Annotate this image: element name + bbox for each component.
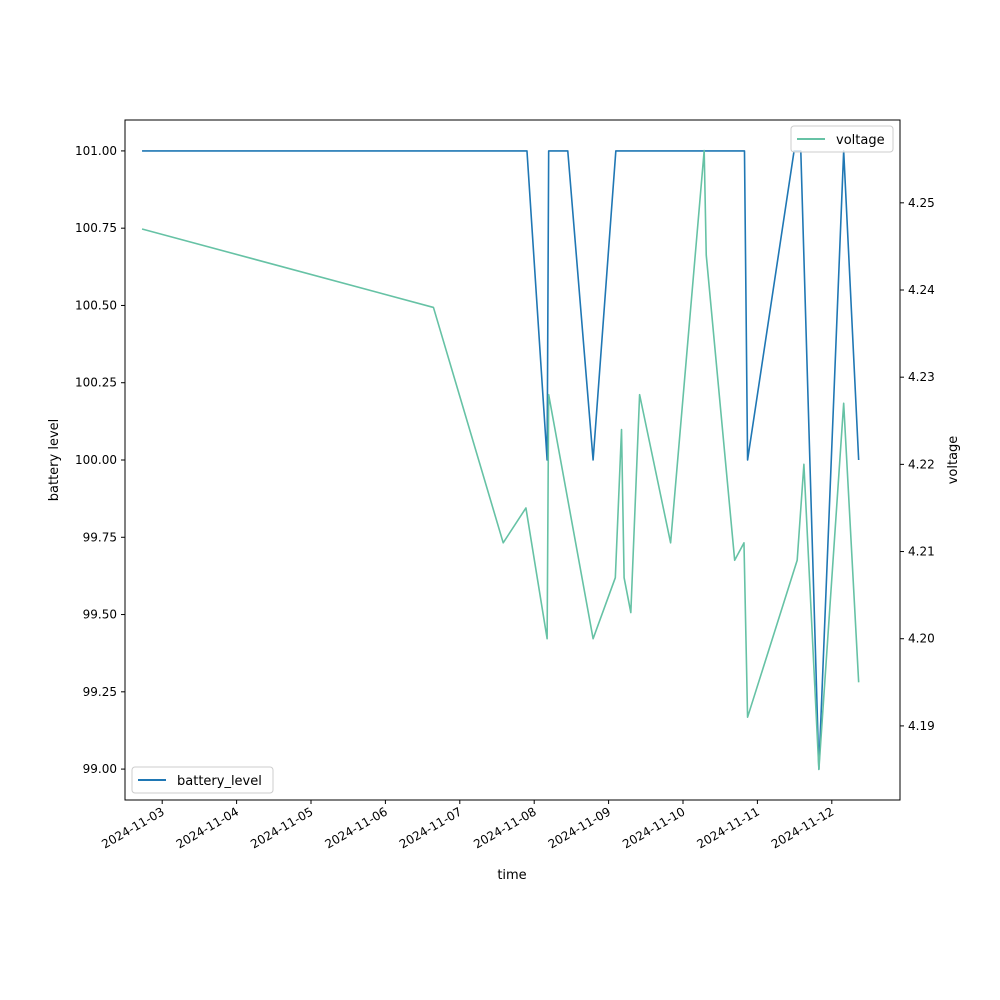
legend-battery-level: battery_level xyxy=(131,766,274,794)
y-left-tick-label: 100.25 xyxy=(75,376,117,390)
x-tick-label: 2024-11-08 xyxy=(471,804,538,851)
plot-background xyxy=(125,120,900,800)
y-left-tick-label: 99.25 xyxy=(83,685,117,699)
x-tick-label: 2024-11-03 xyxy=(99,804,166,851)
y-left-tick-label: 100.00 xyxy=(75,453,117,467)
y-right-tick-label: 4.25 xyxy=(908,196,935,210)
y-left-tick-label: 99.00 xyxy=(83,762,117,776)
y-right-tick-label: 4.23 xyxy=(908,370,935,384)
y-left-tick-label: 100.75 xyxy=(75,221,117,235)
x-tick-label: 2024-11-07 xyxy=(397,804,464,851)
series-line-battery-level xyxy=(142,150,860,770)
legend-battery-level-label: battery_level xyxy=(177,774,262,789)
series-line-voltage xyxy=(141,149,860,771)
x-tick-label: 2024-11-09 xyxy=(546,804,613,851)
legend-voltage-frame xyxy=(790,125,894,153)
x-tick-label: 2024-11-10 xyxy=(620,804,687,851)
y-left-tick-label: 99.75 xyxy=(83,530,117,544)
y-right-tick-label: 4.19 xyxy=(908,719,935,733)
y-right-tick-label: 4.24 xyxy=(908,283,935,297)
legend-voltage-label: voltage xyxy=(836,133,885,148)
y-axis-left-label: battery level xyxy=(47,419,62,502)
y-left-tick-label: 101.00 xyxy=(75,144,117,158)
y-right-tick-label: 4.21 xyxy=(908,545,935,559)
x-axis: 2024-11-03 2024-11-04 2024-11-05 2024-11-06… xyxy=(99,800,836,851)
y-left-tick-label: 99.50 xyxy=(83,608,117,622)
y-axis-right-label: voltage xyxy=(946,436,961,485)
legend-voltage: voltage xyxy=(790,125,894,153)
y-right-tick-label: 4.22 xyxy=(908,457,935,471)
x-axis-label: time xyxy=(497,868,526,883)
x-tick-label: 2024-11-06 xyxy=(322,804,389,851)
legend-battery-level-frame xyxy=(131,766,274,794)
x-tick-label: 2024-11-12 xyxy=(769,804,836,851)
y-axis-left: 99.00 99.25 99.50 99.75 100.00 100.25 100.50 10… xyxy=(75,144,125,776)
x-tick-label: 2024-11-11 xyxy=(694,804,761,851)
x-tick-label: 2024-11-05 xyxy=(248,804,315,851)
y-axis-right: 4.19 4.20 4.21 4.22 4.23 4.24 4.25 xyxy=(900,196,935,733)
x-tick-label: 2024-11-04 xyxy=(174,804,241,851)
lines-layer xyxy=(141,149,860,771)
y-right-tick-label: 4.20 xyxy=(908,632,935,646)
y-left-tick-label: 100.50 xyxy=(75,298,117,312)
